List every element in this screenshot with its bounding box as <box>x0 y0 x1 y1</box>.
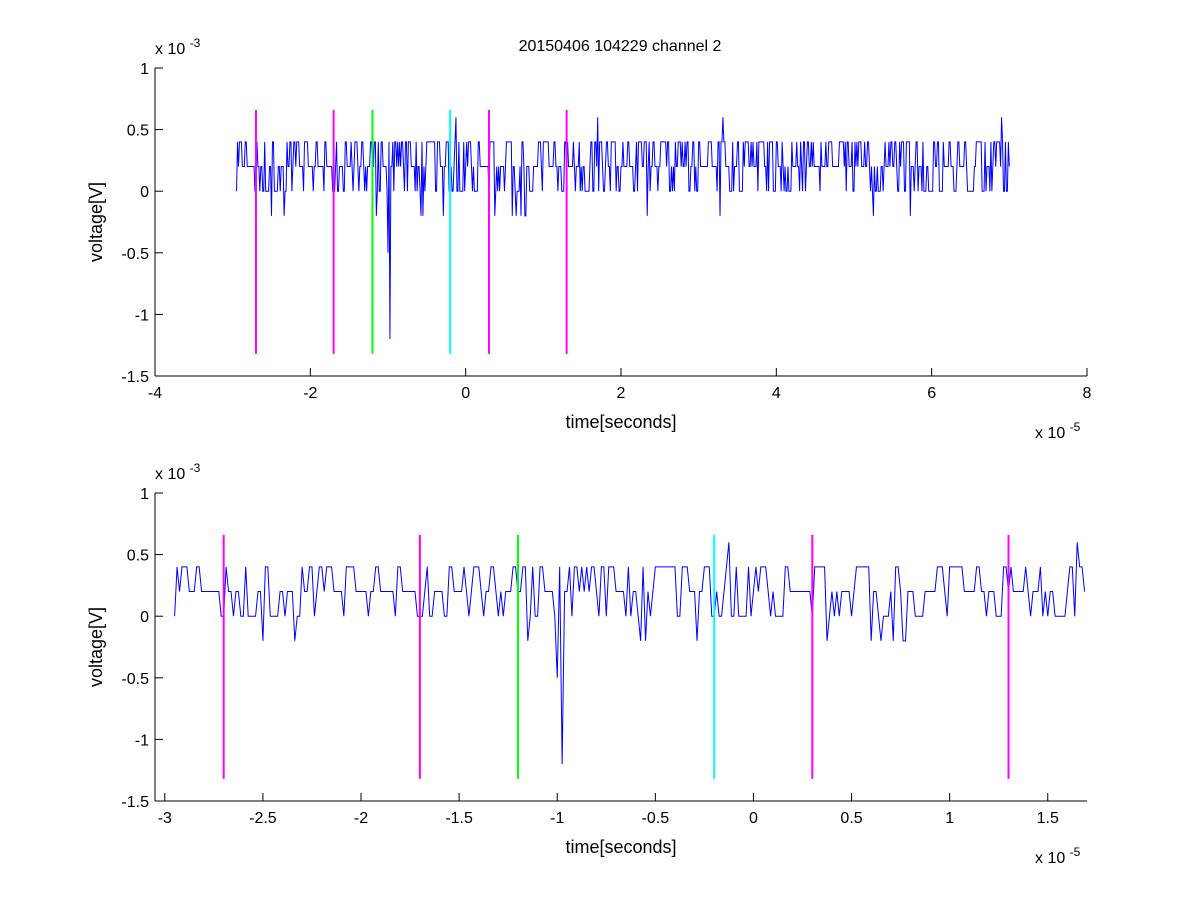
y-tick-label: 1 <box>140 61 149 78</box>
y-axis-label: voltage[V] <box>86 182 106 262</box>
y-tick-label: -0.5 <box>121 246 149 263</box>
y-tick-label: -1.5 <box>121 369 149 386</box>
y-tick-label: -1 <box>135 732 149 749</box>
x-axis-label: time[seconds] <box>565 412 676 432</box>
x-tick-label: 6 <box>927 385 936 402</box>
y-tick-label: 0.5 <box>127 548 149 565</box>
x-tick-label: 0.5 <box>840 810 862 827</box>
plot-area <box>155 493 1087 801</box>
y-axis-label: voltage[V] <box>86 607 106 687</box>
x-exponent-label: x 10 -5 <box>1035 845 1081 867</box>
signal-line <box>236 117 1010 340</box>
y-tick-label: 0 <box>140 184 149 201</box>
top-axes: -4 -2 0 2 4 6 8 1 0.5 0 -0.5 -1 -1.5 time[seconds] vol… <box>86 36 1092 442</box>
x-tick-label: 0 <box>461 385 470 402</box>
x-tick-label: 1 <box>945 810 954 827</box>
y-tick-label: 0 <box>140 609 149 626</box>
x-tick-label: 2 <box>617 385 626 402</box>
y-tick-label: -1.5 <box>121 794 149 811</box>
plot-area <box>155 68 1087 376</box>
x-tick-label: 8 <box>1083 385 1092 402</box>
x-tick-label: -3 <box>158 810 172 827</box>
x-tick-label: -0.5 <box>642 810 670 827</box>
x-tick-label: 0 <box>749 810 758 827</box>
y-exponent-label: x 10 -3 <box>155 36 201 58</box>
x-tick-label: -1.5 <box>445 810 473 827</box>
x-axis-label: time[seconds] <box>565 837 676 857</box>
y-exponent-label: x 10 -3 <box>155 461 201 483</box>
x-tick-label: -2 <box>354 810 368 827</box>
x-tick-label: -2 <box>303 385 317 402</box>
x-tick-label: -1 <box>550 810 564 827</box>
x-tick-label: 4 <box>772 385 781 402</box>
y-tick-label: -0.5 <box>121 671 149 688</box>
signal-line <box>174 542 1086 765</box>
bottom-axes: -3 -2.5 -2 -1.5 -1 -0.5 0 0.5 1 1.5 1 0.5 0 -0.5 -1 -1.… <box>86 461 1087 867</box>
y-tick-label: 0.5 <box>127 123 149 140</box>
x-tick-label: -2.5 <box>249 810 277 827</box>
x-tick-label: -4 <box>148 385 162 402</box>
y-tick-label: -1 <box>135 307 149 324</box>
x-tick-label: 1.5 <box>1037 810 1059 827</box>
y-tick-label: 1 <box>140 486 149 503</box>
x-exponent-label: x 10 -5 <box>1035 420 1081 442</box>
figure-title: 20150406 104229 channel 2 <box>519 38 722 55</box>
